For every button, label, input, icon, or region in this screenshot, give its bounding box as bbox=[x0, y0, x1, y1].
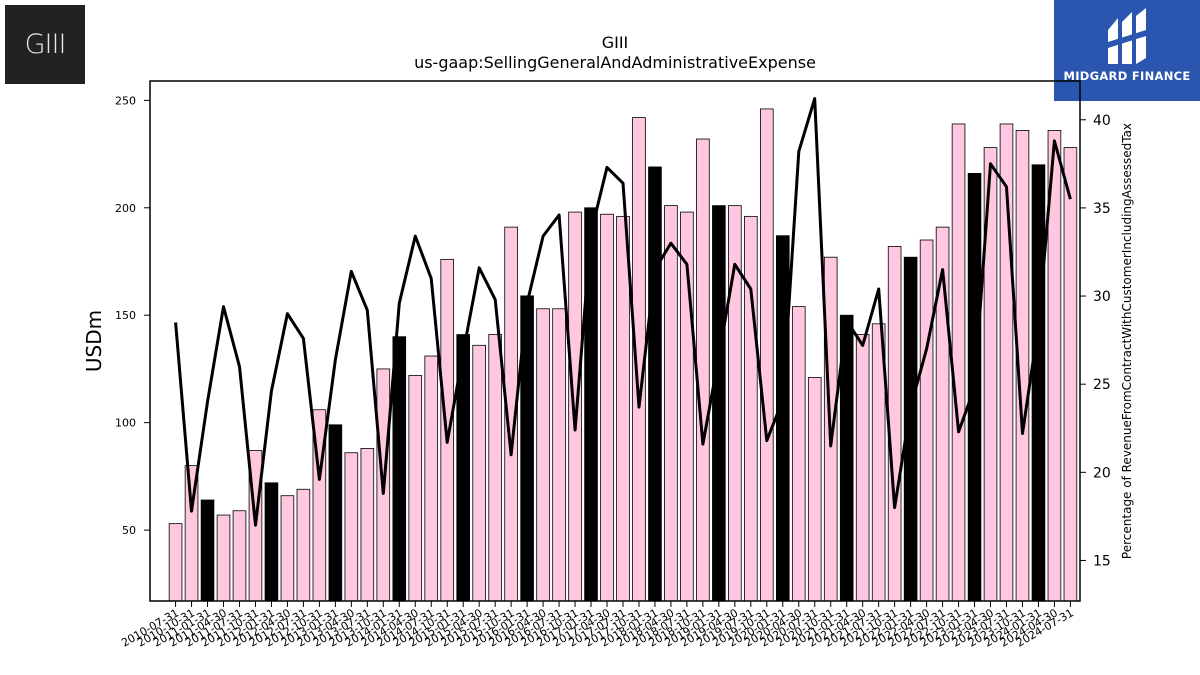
bar bbox=[807, 377, 822, 602]
company-logo-text: GIII bbox=[24, 29, 67, 60]
y2-tick-label: 15 bbox=[1093, 553, 1111, 569]
bar bbox=[664, 205, 678, 602]
bar bbox=[552, 308, 566, 602]
bar bbox=[344, 452, 359, 602]
y2-tick-label: 30 bbox=[1093, 289, 1111, 305]
bar bbox=[696, 138, 710, 602]
y2-axis-label: Percentage of RevenueFromContractWithCus… bbox=[1120, 123, 1134, 559]
bar bbox=[424, 355, 439, 602]
bar bbox=[280, 495, 295, 602]
y-axis-label: USDm bbox=[82, 310, 106, 372]
bar bbox=[775, 235, 790, 602]
y2-tick-label: 25 bbox=[1093, 377, 1111, 393]
bar bbox=[744, 215, 758, 602]
bar bbox=[584, 207, 598, 602]
bar bbox=[616, 215, 630, 602]
x-axis: 2010-07-312010-10-312011-01-312011-04-30… bbox=[119, 601, 1076, 650]
plot-frame bbox=[149, 80, 1081, 602]
bar bbox=[296, 488, 311, 602]
bar bbox=[536, 308, 550, 602]
brand-name: MIDGARD FINANCE bbox=[1063, 69, 1191, 83]
y-tick-label: 50 bbox=[122, 524, 136, 537]
bar bbox=[1063, 147, 1078, 602]
midgard-mark-icon bbox=[1108, 8, 1146, 64]
y-tick-label: 150 bbox=[115, 309, 136, 322]
bar bbox=[360, 448, 375, 602]
bar bbox=[168, 523, 183, 602]
bar-series bbox=[168, 108, 1078, 602]
bar bbox=[328, 424, 343, 602]
y-tick-label: 200 bbox=[115, 202, 136, 215]
bar bbox=[600, 213, 614, 602]
chart-subtitle: us-gaap:SellingGeneralAndAdministrativeE… bbox=[414, 53, 816, 72]
bar bbox=[408, 374, 423, 602]
y-axis-left: 50 100 150 200 250 bbox=[115, 94, 150, 537]
bar bbox=[887, 246, 902, 602]
bar bbox=[712, 205, 726, 602]
bar bbox=[568, 211, 582, 602]
line-series bbox=[174, 97, 1072, 527]
y2-tick-label: 40 bbox=[1093, 113, 1111, 129]
bar bbox=[648, 166, 662, 602]
bar bbox=[232, 510, 247, 602]
bar bbox=[791, 306, 806, 602]
brand-logo: MIDGARD FINANCE bbox=[1054, 0, 1200, 101]
bar bbox=[472, 344, 486, 602]
bar bbox=[951, 123, 966, 602]
bar bbox=[216, 514, 231, 602]
ratio-line bbox=[174, 97, 1072, 527]
y2-tick-label: 35 bbox=[1093, 201, 1111, 217]
y-tick-label: 100 bbox=[115, 417, 136, 430]
bar bbox=[392, 336, 407, 602]
bar bbox=[200, 499, 215, 602]
y2-tick-label: 20 bbox=[1093, 465, 1111, 481]
bar bbox=[760, 108, 774, 602]
chart-title: GIII bbox=[602, 33, 629, 52]
bar bbox=[1031, 164, 1046, 602]
bar bbox=[488, 334, 502, 602]
bar bbox=[919, 239, 934, 602]
company-logo: GIII bbox=[5, 5, 85, 84]
bar bbox=[264, 482, 279, 602]
y-tick-label: 250 bbox=[115, 94, 136, 107]
y-axis-right: 15 20 25 30 35 40 bbox=[1080, 113, 1111, 569]
bar bbox=[855, 334, 870, 602]
